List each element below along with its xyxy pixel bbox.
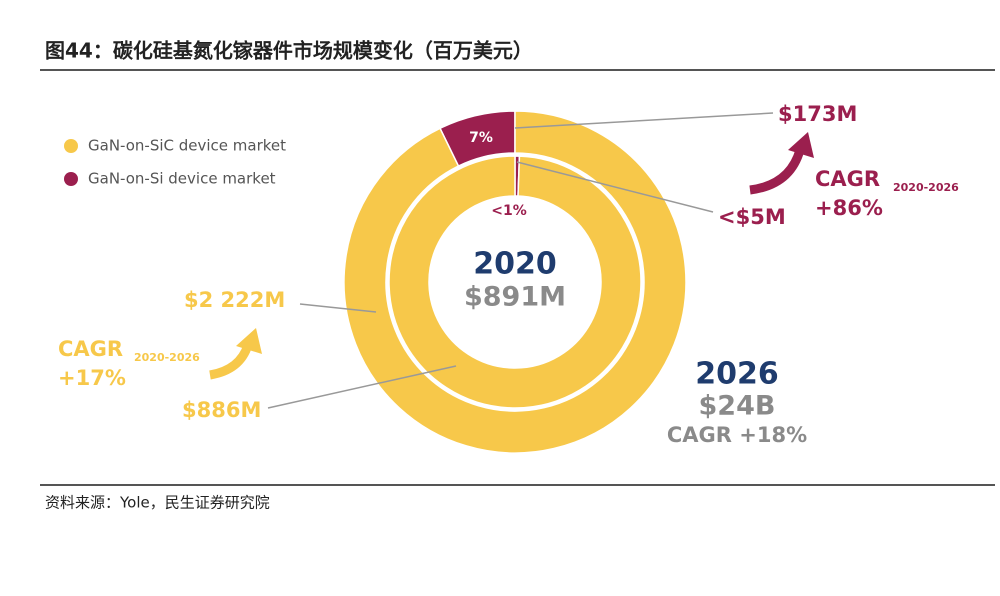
value-label: $173M bbox=[778, 102, 857, 126]
cagr-label: CAGR bbox=[58, 337, 123, 361]
leader-line bbox=[516, 161, 714, 213]
leader-line bbox=[299, 303, 377, 313]
leader-line bbox=[267, 365, 457, 409]
value-label: $886M bbox=[182, 398, 261, 422]
legend-label: GaN-on-SiC device market bbox=[88, 137, 286, 155]
cagr-value: +17% bbox=[58, 366, 126, 390]
legend-swatch bbox=[64, 172, 78, 186]
value-label: <$5M bbox=[718, 205, 786, 229]
cagr-label: CAGR bbox=[815, 167, 880, 191]
cagr-arrow-head bbox=[788, 132, 814, 158]
share-label: <1% bbox=[491, 203, 527, 219]
year-label: 2026 bbox=[695, 357, 779, 392]
donut-segment bbox=[343, 110, 687, 454]
legend-swatch bbox=[64, 139, 78, 153]
donut-segment bbox=[388, 155, 642, 409]
value-label: $2 222M bbox=[184, 288, 285, 312]
year-label: 2020 bbox=[473, 247, 557, 282]
chart-title: 图44：碳化硅基氮化镓器件市场规模变化（百万美元） bbox=[45, 39, 533, 63]
leader-line bbox=[514, 112, 774, 129]
cagr-period: 2020-2026 bbox=[893, 181, 959, 194]
share-label: 7% bbox=[469, 130, 493, 146]
cagr-arrow bbox=[749, 148, 805, 195]
cagr-value: +86% bbox=[815, 196, 883, 220]
legend-label: GaN-on-Si device market bbox=[88, 170, 276, 188]
total-cagr: CAGR +18% bbox=[667, 423, 807, 447]
year-total: $891M bbox=[464, 282, 566, 313]
cagr-arrow-head bbox=[236, 328, 262, 354]
year-total: $24B bbox=[699, 391, 776, 422]
cagr-arrow bbox=[209, 343, 253, 380]
cagr-period: 2020-2026 bbox=[134, 351, 200, 364]
source: 资料来源：Yole，民生证券研究院 bbox=[45, 494, 270, 512]
